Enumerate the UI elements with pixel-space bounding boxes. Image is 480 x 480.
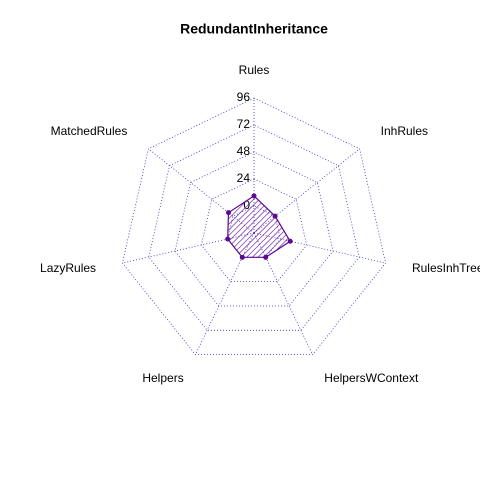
chart-title: RedundantInheritance [180,21,328,37]
grid-ring [174,151,334,307]
grid-ring [148,124,360,331]
data-point [272,213,278,219]
grid-ring [200,178,308,283]
axis-label: Rules [239,63,270,77]
axis-label: MatchedRules [51,124,128,138]
axis-tick-label: 72 [237,117,251,131]
axis-tick-label: 48 [237,144,251,158]
data-point [239,254,245,260]
data-area [227,195,292,258]
data-point [287,238,293,244]
data-point [225,236,231,242]
axis-tick-label: 96 [237,90,251,104]
axis-tick-label: 24 [237,171,251,185]
data-point [263,254,269,260]
axis-label: Helpers [142,371,183,385]
axis-label: LazyRules [40,261,96,275]
data-point [225,210,231,216]
data-point [251,193,257,199]
axis-label: HelpersWContext [324,371,419,385]
axis-label: RulesInhTrees [412,261,480,275]
axis-label: InhRules [381,124,428,138]
